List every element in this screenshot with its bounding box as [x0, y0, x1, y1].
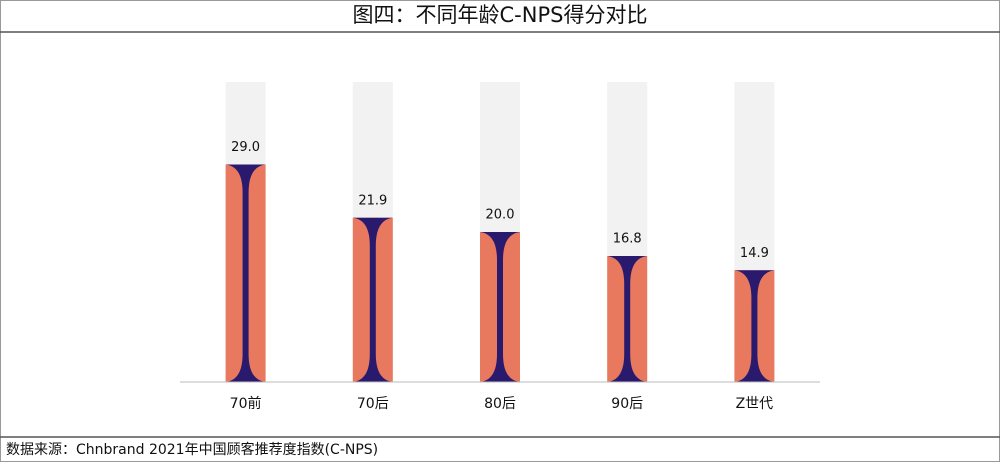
value-label: 29.0	[231, 140, 260, 155]
x-tick-label: 70后	[357, 396, 389, 412]
value-label: 21.9	[358, 193, 387, 208]
bar-accent	[480, 232, 520, 382]
x-tick-label: 70前	[230, 395, 262, 412]
source-note: 数据来源：Chnbrand 2021年中国顾客推荐度指数(C-NPS)	[6, 441, 378, 458]
x-tick-label: 90后	[611, 396, 643, 412]
bar-accent	[734, 270, 775, 382]
bar-accent	[607, 256, 648, 382]
bar-accent	[352, 217, 393, 382]
x-tick-label: Z世代	[736, 396, 774, 412]
x-tick-label: 80后	[484, 396, 516, 412]
value-label: 20.0	[486, 208, 515, 223]
plot: 29.0 70前 21.9 70后 20.0 80后 16.8 90后 14.9 Z世代	[180, 82, 820, 412]
value-label: 14.9	[740, 246, 769, 261]
bar-accent	[225, 164, 266, 382]
value-label: 16.8	[613, 232, 642, 247]
chart-title: 图四：不同年龄C-NPS得分对比	[353, 3, 648, 27]
